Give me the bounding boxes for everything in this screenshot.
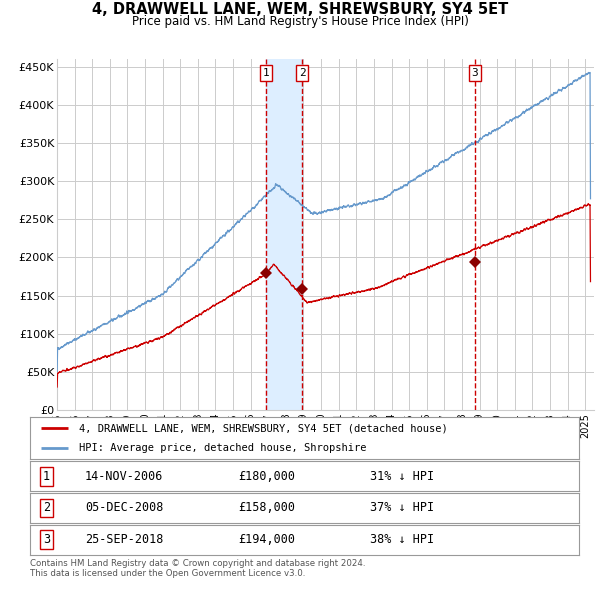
Text: Price paid vs. HM Land Registry's House Price Index (HPI): Price paid vs. HM Land Registry's House … <box>131 15 469 28</box>
Bar <box>266 59 302 410</box>
Text: 1: 1 <box>43 470 50 483</box>
Text: HPI: Average price, detached house, Shropshire: HPI: Average price, detached house, Shro… <box>79 444 367 453</box>
Text: Contains HM Land Registry data © Crown copyright and database right 2024.
This d: Contains HM Land Registry data © Crown c… <box>30 559 365 578</box>
Text: £180,000: £180,000 <box>239 470 296 483</box>
Text: £194,000: £194,000 <box>239 533 296 546</box>
Text: 4, DRAWWELL LANE, WEM, SHREWSBURY, SY4 5ET (detached house): 4, DRAWWELL LANE, WEM, SHREWSBURY, SY4 5… <box>79 424 448 434</box>
Text: 3: 3 <box>43 533 50 546</box>
Text: 14-NOV-2006: 14-NOV-2006 <box>85 470 163 483</box>
Text: £158,000: £158,000 <box>239 502 296 514</box>
Text: 2: 2 <box>43 502 50 514</box>
Text: 1: 1 <box>263 68 269 78</box>
Text: 38% ↓ HPI: 38% ↓ HPI <box>370 533 434 546</box>
Text: 4, DRAWWELL LANE, WEM, SHREWSBURY, SY4 5ET: 4, DRAWWELL LANE, WEM, SHREWSBURY, SY4 5… <box>92 2 508 17</box>
Text: 37% ↓ HPI: 37% ↓ HPI <box>370 502 434 514</box>
Text: 3: 3 <box>472 68 478 78</box>
Text: 25-SEP-2018: 25-SEP-2018 <box>85 533 163 546</box>
Text: 31% ↓ HPI: 31% ↓ HPI <box>370 470 434 483</box>
Text: 2: 2 <box>299 68 305 78</box>
Text: 05-DEC-2008: 05-DEC-2008 <box>85 502 163 514</box>
